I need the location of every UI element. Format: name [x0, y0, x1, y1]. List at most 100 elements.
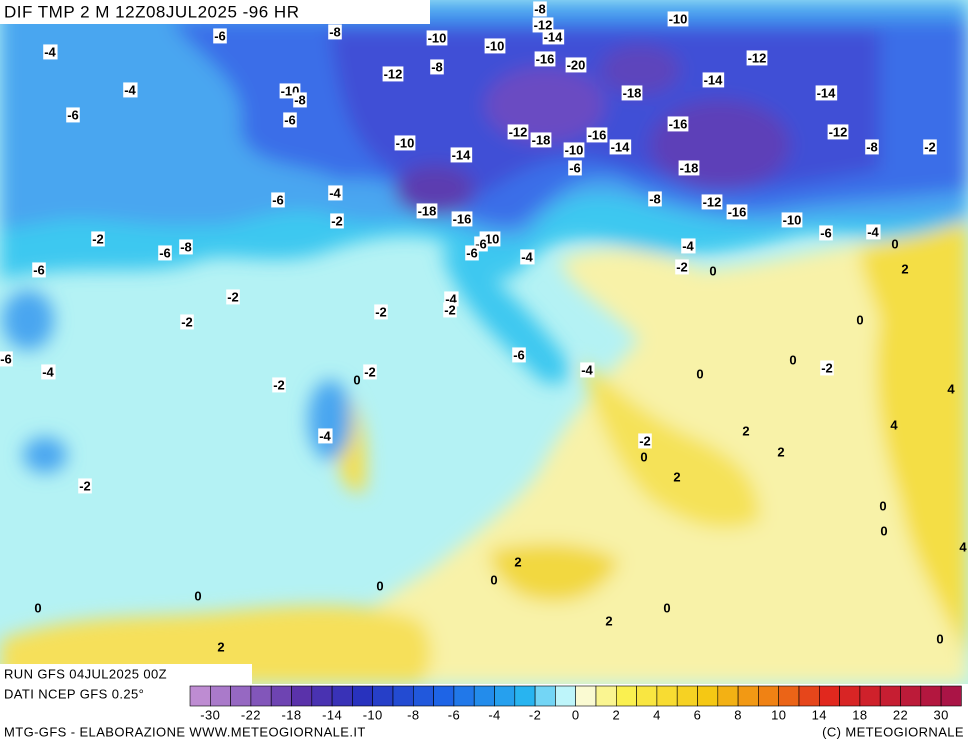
label-box: [827, 124, 849, 140]
label-box: [820, 360, 834, 376]
colorbar-label: -14: [322, 707, 342, 722]
colorbar-swatch: [210, 685, 231, 707]
colorbar-swatch: [311, 685, 333, 707]
contour-label: -2: [363, 364, 377, 380]
label-box: [283, 112, 297, 128]
contour-label: -8: [179, 239, 193, 255]
contour-label: -12: [532, 17, 554, 33]
label-box: [123, 82, 138, 98]
contour-label: 2: [217, 639, 224, 654]
contour-label: -16: [726, 204, 748, 220]
colorbar-swatch: [555, 685, 577, 707]
colorbar-label: -4: [488, 707, 500, 722]
contour-label-text: -4: [867, 224, 879, 239]
label-box: [66, 107, 80, 123]
colorbar-swatch: [900, 685, 922, 707]
label-box: [726, 204, 748, 220]
colorbar-label: -6: [448, 707, 460, 722]
label-box: [484, 38, 506, 54]
contour-label: -4: [866, 224, 881, 240]
label-box: [678, 160, 700, 176]
contour-label-text: -12: [384, 66, 403, 81]
contour-label-text: -4: [319, 428, 331, 443]
contour-label-text: 4: [947, 381, 955, 396]
contour-label-text: -8: [180, 239, 192, 254]
colorbar-swatch: [372, 685, 394, 707]
footer-right: (C) METEOGIORNALE: [822, 724, 964, 739]
contour-label-text: -8: [329, 24, 341, 39]
label-box: [328, 24, 342, 40]
contour-label: 2: [901, 261, 908, 276]
contour-label-text: 0: [879, 498, 886, 513]
colorbar-swatch: [737, 685, 759, 707]
contour-label-text: 0: [194, 588, 201, 603]
contour-label: -18: [678, 160, 700, 176]
colorbar-swatch: [230, 685, 252, 707]
contour-label-text: -2: [79, 478, 91, 493]
colorbar-swatch: [940, 685, 962, 707]
colorbar-swatch: [758, 685, 780, 707]
colorbar-swatch: [676, 685, 698, 707]
colorbar-label: -22: [241, 707, 261, 722]
contour-label-text: -12: [534, 17, 553, 32]
colorbar-label: 14: [812, 707, 827, 722]
contour-label: -8: [430, 59, 444, 75]
colorbar-label: 8: [734, 707, 742, 722]
colorbar-swatch: [859, 685, 881, 707]
colorbar-swatch: [494, 685, 516, 707]
colorbar-swatch: [636, 685, 658, 707]
contour-label-text: -12: [703, 194, 722, 209]
label-box: [568, 160, 582, 176]
contour-label-text: -8: [534, 1, 546, 16]
label-box: [520, 249, 535, 265]
contour-label: -8: [865, 139, 879, 155]
contour-label-text: 0: [376, 578, 383, 593]
contour-label: 0: [34, 600, 41, 615]
contour-label-text: -16: [453, 211, 472, 226]
contour-label-text: -2: [639, 433, 651, 448]
contour-label: -4: [520, 249, 535, 265]
contour-label: -14: [702, 72, 725, 88]
label-box: [866, 224, 881, 240]
colorbar-swatch: [595, 685, 617, 707]
contour-label-text: -18: [532, 132, 551, 147]
contour-label: 2: [673, 469, 680, 484]
contour-label-text: -6: [0, 351, 12, 366]
contour-label: 2: [514, 554, 521, 569]
colorbar-label: -10: [363, 707, 383, 722]
contour-label-text: -4: [682, 238, 694, 253]
contour-label: -10: [426, 30, 448, 46]
colorbar-swatch: [656, 685, 678, 707]
colorbar-swatch: [879, 685, 901, 707]
colorbar-swatch: [717, 685, 739, 707]
contour-label: -14: [609, 139, 632, 155]
contour-label-text: -16: [588, 127, 607, 142]
contour-label-text: -10: [669, 11, 688, 26]
label-box: [32, 262, 46, 278]
colorbar-swatch: [352, 685, 373, 707]
colorbar-swatch: [412, 685, 434, 707]
contour-label-text: -18: [418, 203, 437, 218]
label-box: [865, 139, 879, 155]
contour-label-text: 2: [777, 444, 784, 459]
label-box: [465, 245, 479, 261]
contour-label: -12: [827, 124, 849, 140]
contour-label: -8: [648, 191, 662, 207]
contour-label-text: 0: [936, 631, 943, 646]
contour-label: -16: [534, 51, 556, 67]
colorbar-label: 10: [771, 707, 786, 722]
contour-label: -6: [819, 225, 833, 241]
contour-label-text: -2: [227, 289, 239, 304]
label-box: [530, 132, 552, 148]
contour-label-text: -6: [513, 347, 525, 362]
contour-label: 0: [640, 449, 647, 464]
contour-label: -10: [394, 135, 416, 151]
contour-label: -4: [318, 428, 333, 444]
label-box: [43, 44, 58, 60]
contour-label: -16: [451, 211, 473, 227]
label-box: [41, 364, 56, 380]
label-box: [450, 147, 473, 163]
contour-label: 0: [856, 312, 863, 327]
contour-label: -6: [66, 107, 80, 123]
